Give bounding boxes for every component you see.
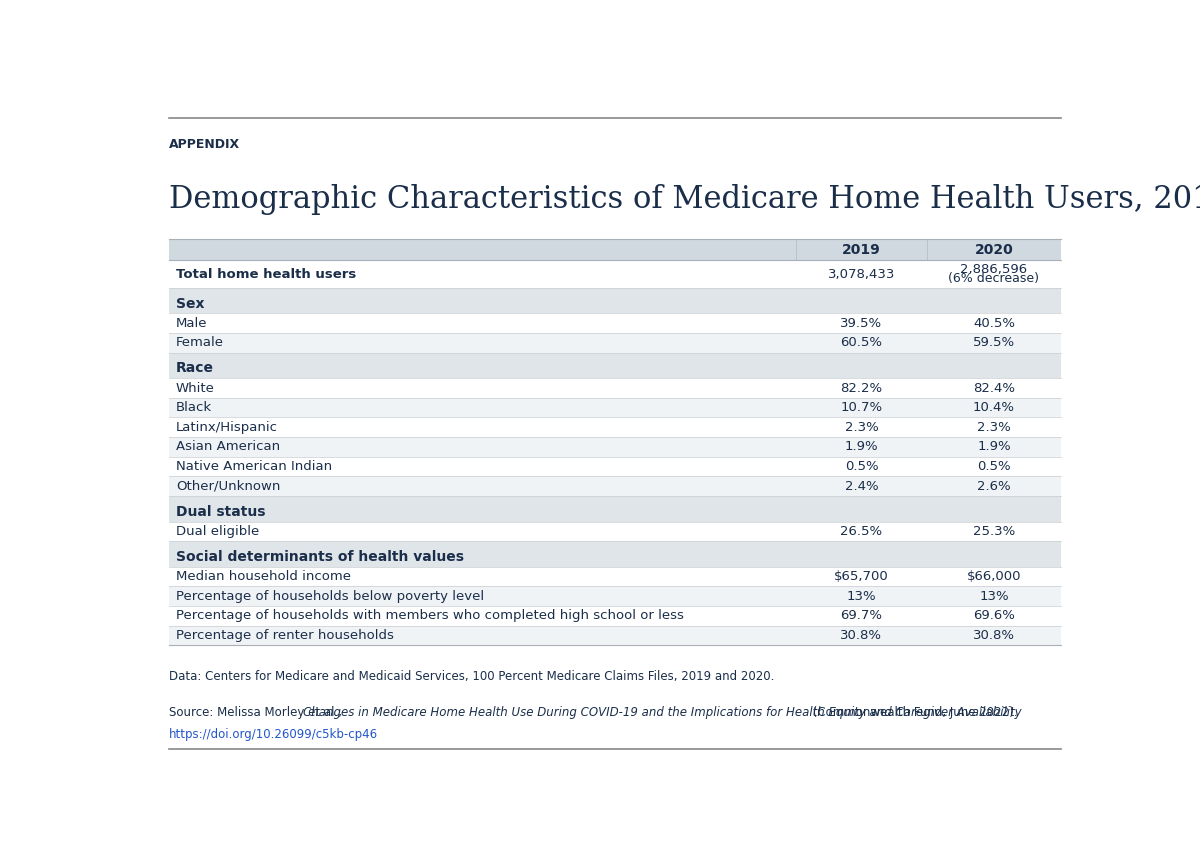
FancyBboxPatch shape <box>168 626 1062 645</box>
Text: $65,700: $65,700 <box>834 570 889 583</box>
FancyBboxPatch shape <box>168 496 1062 502</box>
Text: 69.7%: 69.7% <box>840 609 882 622</box>
Text: 2.3%: 2.3% <box>977 421 1010 434</box>
Text: 39.5%: 39.5% <box>840 317 882 330</box>
Text: 82.2%: 82.2% <box>840 382 882 394</box>
Text: 30.8%: 30.8% <box>840 629 882 642</box>
Text: Native American Indian: Native American Indian <box>176 460 332 473</box>
Text: Percentage of households with members who completed high school or less: Percentage of households with members wh… <box>176 609 684 622</box>
Text: Total home health users: Total home health users <box>176 268 356 280</box>
Text: Latinx/Hispanic: Latinx/Hispanic <box>176 421 278 434</box>
Text: 25.3%: 25.3% <box>973 524 1015 538</box>
Text: Black: Black <box>176 401 212 414</box>
Text: (6% decrease): (6% decrease) <box>948 272 1039 285</box>
Text: Dual status: Dual status <box>176 505 265 518</box>
FancyBboxPatch shape <box>168 353 1062 359</box>
Text: Social determinants of health values: Social determinants of health values <box>176 550 464 564</box>
Text: Female: Female <box>176 337 224 349</box>
Text: 13%: 13% <box>979 590 1009 603</box>
FancyBboxPatch shape <box>168 502 1062 522</box>
Text: Percentage of renter households: Percentage of renter households <box>176 629 394 642</box>
FancyBboxPatch shape <box>168 547 1062 567</box>
Text: 1.9%: 1.9% <box>977 440 1010 453</box>
Text: 2,886,596: 2,886,596 <box>960 264 1027 276</box>
Text: 3,078,433: 3,078,433 <box>828 268 895 280</box>
Text: 2020: 2020 <box>974 243 1013 257</box>
Text: Percentage of households below poverty level: Percentage of households below poverty l… <box>176 590 484 603</box>
Text: 13%: 13% <box>847 590 876 603</box>
Text: https://doi.org/10.26099/c5kb-cp46: https://doi.org/10.26099/c5kb-cp46 <box>168 728 378 740</box>
Text: 40.5%: 40.5% <box>973 317 1015 330</box>
Text: Median household income: Median household income <box>176 570 352 583</box>
FancyBboxPatch shape <box>168 333 1062 353</box>
Text: Male: Male <box>176 317 208 330</box>
Text: Dual eligible: Dual eligible <box>176 524 259 538</box>
Text: White: White <box>176 382 215 394</box>
Text: 10.4%: 10.4% <box>973 401 1015 414</box>
Text: (Commonwealth Fund, June 2022).: (Commonwealth Fund, June 2022). <box>809 706 1018 719</box>
FancyBboxPatch shape <box>168 398 1062 417</box>
FancyBboxPatch shape <box>168 359 1062 378</box>
Text: 30.8%: 30.8% <box>973 629 1015 642</box>
FancyBboxPatch shape <box>168 586 1062 606</box>
FancyBboxPatch shape <box>168 476 1062 496</box>
Text: Demographic Characteristics of Medicare Home Health Users, 2019–2020: Demographic Characteristics of Medicare … <box>168 184 1200 215</box>
Text: 2.4%: 2.4% <box>845 479 878 493</box>
FancyBboxPatch shape <box>168 437 1062 456</box>
Text: $66,000: $66,000 <box>967 570 1021 583</box>
FancyBboxPatch shape <box>168 294 1062 314</box>
Text: 26.5%: 26.5% <box>840 524 882 538</box>
Text: 2019: 2019 <box>842 243 881 257</box>
Text: Data: Centers for Medicare and Medicaid Services, 100 Percent Medicare Claims Fi: Data: Centers for Medicare and Medicaid … <box>168 670 774 683</box>
Text: APPENDIX: APPENDIX <box>168 138 240 151</box>
Text: Asian American: Asian American <box>176 440 280 453</box>
Text: 82.4%: 82.4% <box>973 382 1015 394</box>
Text: 60.5%: 60.5% <box>840 337 882 349</box>
Text: 69.6%: 69.6% <box>973 609 1015 622</box>
Text: 2.3%: 2.3% <box>845 421 878 434</box>
Text: Source: Melissa Morley et al.,: Source: Melissa Morley et al., <box>168 706 346 719</box>
FancyBboxPatch shape <box>168 240 1062 260</box>
FancyBboxPatch shape <box>168 288 1062 294</box>
Text: Changes in Medicare Home Health Use During COVID-19 and the Implications for Hea: Changes in Medicare Home Health Use Duri… <box>302 706 1021 719</box>
Text: 2.6%: 2.6% <box>977 479 1010 493</box>
Text: 59.5%: 59.5% <box>973 337 1015 349</box>
Text: Other/Unknown: Other/Unknown <box>176 479 281 493</box>
Text: 0.5%: 0.5% <box>845 460 878 473</box>
Text: 1.9%: 1.9% <box>845 440 878 453</box>
FancyBboxPatch shape <box>168 541 1062 547</box>
Text: Sex: Sex <box>176 297 204 310</box>
Text: 0.5%: 0.5% <box>977 460 1010 473</box>
Text: 10.7%: 10.7% <box>840 401 882 414</box>
Text: Race: Race <box>176 361 214 376</box>
